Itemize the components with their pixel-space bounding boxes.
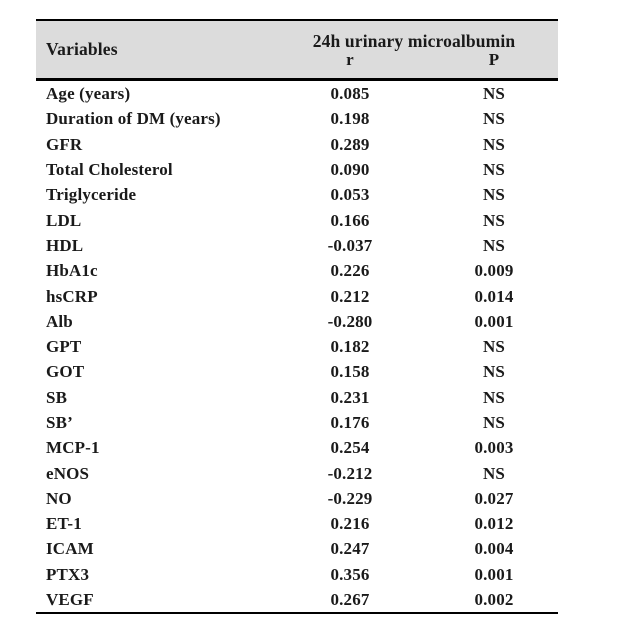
p-value-cell: NS	[482, 235, 506, 255]
r-value-cell: 0.085	[330, 84, 370, 104]
variable-cell: Total Cholesterol	[46, 160, 173, 180]
variable-cell: hsCRP	[46, 286, 98, 306]
variable-cell: ICAM	[46, 539, 94, 559]
r-value-cell: 0.182	[330, 337, 370, 357]
variable-cell: ET-1	[46, 514, 82, 534]
r-value-cell: 0.254	[330, 438, 370, 458]
table-row: SB 0.231 NS	[36, 385, 558, 410]
table-row: Triglyceride 0.053 NS	[36, 182, 558, 207]
variable-cell: Age (years)	[46, 84, 131, 104]
table-row: HbA1c 0.226 0.009	[36, 258, 558, 283]
table-row: LDL 0.166 NS	[36, 207, 558, 232]
r-value-cell: 0.267	[330, 590, 370, 610]
r-value-cell: 0.090	[330, 160, 370, 180]
header-row-group: Variables 24h urinary microalbumin	[36, 20, 559, 80]
table-row: NO -0.229 0.027	[36, 486, 558, 511]
r-value-cell: -0.229	[327, 488, 373, 508]
p-value-cell: 0.001	[474, 564, 514, 584]
table-row: Alb -0.280 0.001	[36, 309, 558, 334]
variable-cell: HDL	[46, 235, 84, 255]
p-value-cell: NS	[482, 109, 506, 129]
variable-cell: Triglyceride	[46, 185, 137, 205]
r-value-cell: 0.053	[330, 185, 370, 205]
p-value-cell: 0.027	[474, 488, 514, 508]
p-value-cell: NS	[482, 210, 506, 230]
table-body: Age (years) 0.085 NS Duration of DM (yea…	[36, 80, 558, 614]
p-value-cell: 0.001	[474, 311, 514, 331]
table-row: VEGF 0.267 0.002	[36, 587, 558, 613]
variable-cell: Alb	[46, 311, 73, 331]
variable-cell: SB’	[46, 413, 73, 432]
r-value-cell: 0.166	[330, 210, 370, 230]
variable-cell: GFR	[46, 134, 83, 154]
variable-cell: Duration of DM (years)	[46, 109, 221, 129]
p-value-cell: 0.012	[474, 514, 514, 534]
p-value-cell: 0.014	[474, 286, 514, 306]
p-value-cell: NS	[482, 387, 506, 407]
table-row: Total Cholesterol 0.090 NS	[36, 157, 558, 182]
table-row: PTX3 0.356 0.001	[36, 562, 558, 587]
table-row: eNOS -0.212 NS	[36, 460, 558, 485]
header-row-sub: r P	[36, 50, 559, 80]
r-value-cell: 0.289	[330, 134, 370, 154]
r-value-cell: -0.280	[327, 311, 373, 331]
p-value-cell: 0.004	[474, 539, 514, 559]
p-value-cell: NS	[482, 463, 506, 483]
variable-cell: MCP-1	[46, 438, 100, 458]
p-value-cell: 0.009	[474, 261, 514, 281]
p-value-cell: 0.003	[474, 438, 514, 458]
table-header: Variables 24h urinary microalbumin r P	[36, 20, 559, 80]
table-row: GPT 0.182 NS	[36, 334, 558, 359]
p-value-cell: NS	[482, 362, 506, 382]
table-row: ET-1 0.216 0.012	[36, 511, 558, 536]
p-value-cell: 0.002	[474, 590, 514, 610]
variable-cell: VEGF	[46, 590, 94, 610]
r-value-cell: -0.037	[327, 235, 373, 255]
r-value-cell: 0.216	[330, 514, 370, 534]
table-row: GFR 0.289 NS	[36, 132, 558, 157]
r-value-cell: 0.158	[330, 362, 370, 382]
table-row: MCP-1 0.254 0.003	[36, 435, 558, 460]
p-value-cell: NS	[482, 413, 506, 432]
correlation-table-container: Variables 24h urinary microalbumin r P A…	[36, 19, 559, 615]
variable-cell: HbA1c	[46, 261, 98, 281]
column-header-group-24h-urinary-microalbumin: 24h urinary microalbumin	[270, 20, 559, 51]
variable-cell: GOT	[46, 362, 85, 382]
column-header-variables: Variables	[36, 20, 270, 80]
variable-cell: NO	[46, 488, 72, 508]
column-header-p: P	[430, 50, 559, 80]
correlation-table: Variables 24h urinary microalbumin r P A…	[36, 19, 559, 615]
r-value-cell: 0.231	[330, 387, 370, 407]
r-value-cell: 0.198	[330, 109, 370, 129]
column-header-r: r	[270, 50, 430, 80]
variable-cell: GPT	[46, 337, 82, 357]
r-value-cell: 0.212	[330, 286, 370, 306]
variable-cell: LDL	[46, 210, 82, 230]
p-value-cell: NS	[482, 337, 506, 357]
table-row: SB’ 0.176 NS	[36, 410, 558, 435]
p-value-cell: NS	[482, 134, 506, 154]
table-row: HDL -0.037 NS	[36, 233, 558, 258]
p-value-cell: NS	[482, 185, 506, 205]
r-value-cell: 0.226	[330, 261, 370, 281]
r-value-cell: 0.176	[330, 413, 370, 432]
table-row: hsCRP 0.212 0.014	[36, 283, 558, 308]
table-row: Duration of DM (years) 0.198 NS	[36, 106, 558, 131]
r-value-cell: 0.247	[330, 539, 370, 559]
table-row: GOT 0.158 NS	[36, 359, 558, 384]
variable-cell: PTX3	[46, 564, 90, 584]
p-value-cell: NS	[482, 160, 506, 180]
table-row: Age (years) 0.085 NS	[36, 80, 558, 107]
p-value-cell: NS	[482, 84, 506, 104]
r-value-cell: 0.356	[330, 564, 370, 584]
table-row: ICAM 0.247 0.004	[36, 536, 558, 561]
r-value-cell: -0.212	[327, 463, 373, 483]
variable-cell: SB	[46, 387, 68, 407]
variable-cell: eNOS	[46, 463, 90, 483]
